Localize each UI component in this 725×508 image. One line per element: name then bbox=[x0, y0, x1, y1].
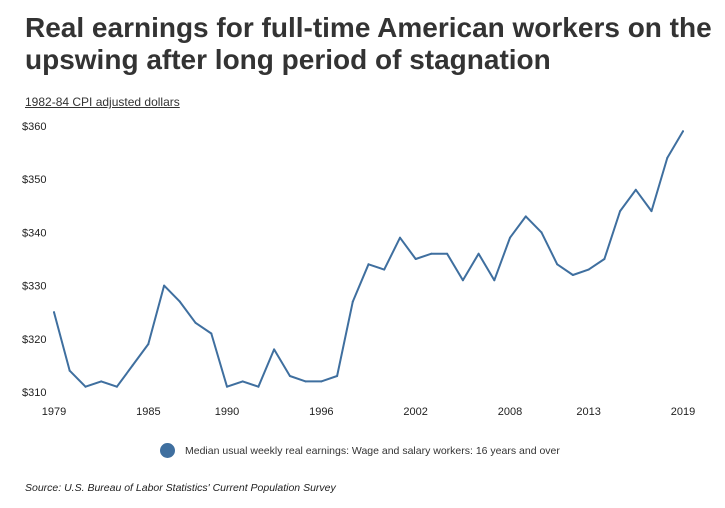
data-point bbox=[163, 284, 166, 287]
data-point bbox=[493, 279, 496, 282]
data-point bbox=[367, 263, 370, 266]
data-point bbox=[619, 210, 622, 213]
x-tick-label: 2002 bbox=[403, 406, 427, 418]
data-point bbox=[587, 268, 590, 271]
data-point bbox=[257, 385, 260, 388]
y-tick-label: $340 bbox=[22, 227, 46, 239]
x-tick-label: 1985 bbox=[136, 406, 160, 418]
data-point bbox=[603, 258, 606, 260]
data-point bbox=[430, 252, 433, 255]
x-tick-label: 1979 bbox=[42, 406, 66, 418]
data-point bbox=[273, 348, 276, 351]
data-point bbox=[288, 375, 291, 377]
data-point bbox=[100, 380, 103, 383]
data-point bbox=[509, 236, 511, 239]
data-point bbox=[399, 236, 401, 239]
data-point bbox=[115, 385, 118, 388]
data-point bbox=[556, 263, 559, 266]
y-tick-label: $350 bbox=[22, 174, 46, 186]
data-point bbox=[84, 385, 87, 388]
line-chart: $310 $320 $330 $340 $350 $360 1979 1985 1990 1996… bbox=[22, 121, 695, 418]
chart-subtitle: 1982-84 CPI adjusted dollars bbox=[25, 95, 180, 109]
data-point bbox=[461, 279, 464, 282]
data-point bbox=[650, 210, 653, 213]
y-tick-label: $360 bbox=[22, 121, 46, 133]
y-tick-label: $330 bbox=[22, 281, 46, 293]
data-point bbox=[320, 380, 323, 383]
data-point bbox=[210, 332, 213, 335]
chart-title: Real earnings for full-time American wor… bbox=[25, 12, 712, 75]
data-point bbox=[666, 156, 669, 159]
data-point bbox=[540, 231, 543, 234]
x-tick-label: 2013 bbox=[576, 406, 600, 418]
x-tick-label: 2019 bbox=[671, 406, 695, 418]
x-tick-label: 1996 bbox=[309, 406, 333, 418]
data-point bbox=[634, 188, 637, 191]
data-point bbox=[524, 215, 527, 218]
legend-label: Median usual weekly real earnings: Wage … bbox=[185, 444, 560, 457]
data-point bbox=[571, 274, 574, 276]
data-point bbox=[178, 300, 181, 303]
data-point bbox=[147, 343, 150, 346]
data-point bbox=[336, 375, 339, 377]
data-point bbox=[53, 311, 55, 314]
data-point bbox=[682, 130, 684, 133]
data-point bbox=[351, 300, 354, 303]
data-point bbox=[383, 268, 386, 271]
x-tick-label: 1990 bbox=[215, 406, 239, 418]
y-tick-label: $310 bbox=[22, 387, 46, 399]
series-line bbox=[53, 130, 684, 388]
source-note: Source: U.S. Bureau of Labor Statistics'… bbox=[25, 482, 336, 494]
data-point bbox=[68, 369, 71, 372]
data-point bbox=[241, 380, 244, 383]
legend-swatch bbox=[160, 443, 175, 458]
data-point bbox=[194, 321, 197, 324]
data-point bbox=[414, 258, 417, 260]
y-tick-label: $320 bbox=[22, 334, 46, 346]
legend: Median usual weekly real earnings: Wage … bbox=[160, 443, 560, 458]
data-point bbox=[446, 252, 449, 255]
data-point bbox=[226, 385, 228, 388]
data-point bbox=[131, 364, 134, 367]
data-point bbox=[304, 380, 307, 383]
x-tick-label: 2008 bbox=[498, 406, 522, 418]
data-point bbox=[477, 252, 480, 255]
